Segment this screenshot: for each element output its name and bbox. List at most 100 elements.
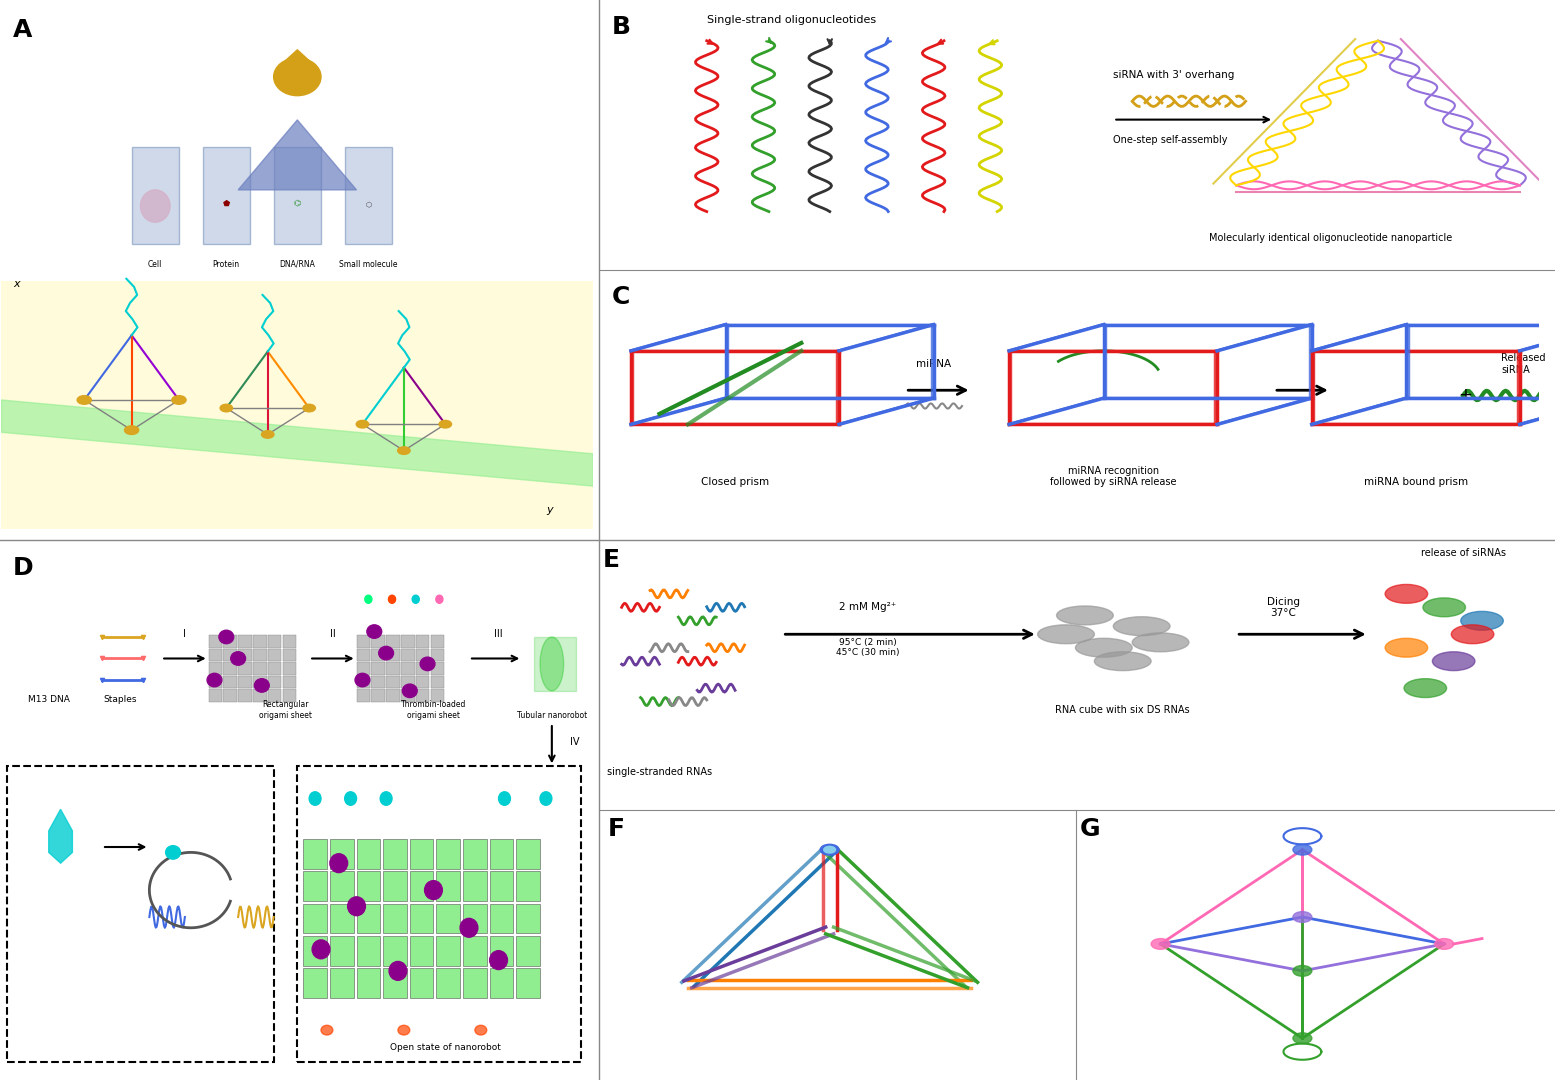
Text: siRNA with 3' overhang: siRNA with 3' overhang: [1113, 70, 1235, 80]
Bar: [330, 936, 353, 966]
Ellipse shape: [1386, 584, 1427, 604]
Bar: [411, 872, 434, 901]
Bar: [411, 968, 434, 998]
Bar: [437, 936, 460, 966]
Bar: [437, 872, 460, 901]
Bar: [386, 662, 400, 675]
Bar: [383, 839, 407, 868]
Bar: [267, 635, 281, 648]
Text: Thrombin-loaded
origami sheet: Thrombin-loaded origami sheet: [401, 700, 466, 719]
Ellipse shape: [221, 404, 233, 411]
Ellipse shape: [1292, 912, 1312, 922]
Text: M13 DNA: M13 DNA: [28, 694, 70, 703]
Text: Released
siRNA: Released siRNA: [1501, 353, 1546, 375]
Bar: [411, 936, 434, 966]
Bar: [253, 676, 266, 688]
Bar: [267, 689, 281, 702]
Ellipse shape: [1435, 939, 1454, 949]
FancyBboxPatch shape: [132, 147, 179, 244]
Ellipse shape: [1113, 617, 1169, 636]
Text: F: F: [608, 818, 625, 841]
Ellipse shape: [309, 792, 320, 806]
Ellipse shape: [207, 673, 222, 687]
Ellipse shape: [460, 918, 477, 937]
Bar: [356, 649, 370, 661]
Bar: [437, 839, 460, 868]
Polygon shape: [48, 809, 73, 863]
Text: ⬟: ⬟: [222, 199, 230, 208]
Text: Open state of nanorobot: Open state of nanorobot: [390, 1042, 501, 1052]
Bar: [372, 662, 386, 675]
Text: C: C: [613, 285, 631, 309]
Ellipse shape: [1423, 598, 1465, 617]
Bar: [533, 637, 575, 691]
Bar: [224, 662, 236, 675]
Bar: [283, 689, 295, 702]
Bar: [253, 689, 266, 702]
Bar: [208, 689, 222, 702]
Ellipse shape: [819, 845, 840, 855]
Bar: [303, 904, 327, 933]
Ellipse shape: [412, 595, 420, 604]
Ellipse shape: [1292, 1032, 1312, 1043]
Ellipse shape: [499, 792, 510, 806]
Bar: [431, 635, 445, 648]
Bar: [415, 635, 429, 648]
Text: Molecularly identical oligonucleotide nanoparticle: Molecularly identical oligonucleotide na…: [1210, 233, 1452, 243]
Bar: [238, 676, 252, 688]
Bar: [253, 662, 266, 675]
Text: I: I: [183, 629, 187, 639]
Ellipse shape: [1151, 939, 1169, 949]
Ellipse shape: [1404, 678, 1446, 698]
Text: RNA cube with six DS RNAs: RNA cube with six DS RNAs: [1056, 705, 1190, 715]
Bar: [372, 649, 386, 661]
Ellipse shape: [420, 657, 435, 671]
Text: IV: IV: [569, 737, 578, 746]
Bar: [356, 904, 379, 933]
Ellipse shape: [379, 646, 393, 660]
Ellipse shape: [173, 395, 187, 404]
Ellipse shape: [355, 673, 370, 687]
Bar: [267, 662, 281, 675]
Bar: [463, 872, 487, 901]
Bar: [386, 676, 400, 688]
Text: miRNA: miRNA: [916, 360, 952, 369]
Text: DNA/RNA: DNA/RNA: [280, 260, 316, 269]
Ellipse shape: [320, 1025, 333, 1035]
Ellipse shape: [439, 420, 451, 428]
Bar: [463, 904, 487, 933]
Bar: [383, 968, 407, 998]
Bar: [224, 676, 236, 688]
Bar: [330, 968, 353, 998]
Bar: [356, 968, 379, 998]
Bar: [386, 635, 400, 648]
Bar: [401, 635, 415, 648]
Bar: [383, 904, 407, 933]
Ellipse shape: [1451, 625, 1494, 644]
Bar: [516, 872, 540, 901]
Ellipse shape: [379, 792, 392, 806]
Text: B: B: [613, 14, 631, 39]
Bar: [431, 662, 445, 675]
Ellipse shape: [367, 625, 381, 638]
Text: Cell: Cell: [148, 260, 162, 269]
Bar: [516, 904, 540, 933]
Bar: [267, 649, 281, 661]
Bar: [356, 689, 370, 702]
Bar: [415, 662, 429, 675]
Bar: [208, 662, 222, 675]
Polygon shape: [238, 120, 356, 190]
Bar: [411, 904, 434, 933]
Bar: [356, 839, 379, 868]
Text: Dicing
37°C: Dicing 37°C: [1267, 596, 1300, 618]
Bar: [431, 689, 445, 702]
Bar: [356, 676, 370, 688]
Bar: [224, 689, 236, 702]
Bar: [386, 689, 400, 702]
Text: 95°C (2 min)
45°C (30 min): 95°C (2 min) 45°C (30 min): [835, 638, 899, 658]
Ellipse shape: [313, 940, 330, 959]
Bar: [401, 676, 415, 688]
Bar: [463, 839, 487, 868]
Bar: [208, 635, 222, 648]
Bar: [490, 904, 513, 933]
